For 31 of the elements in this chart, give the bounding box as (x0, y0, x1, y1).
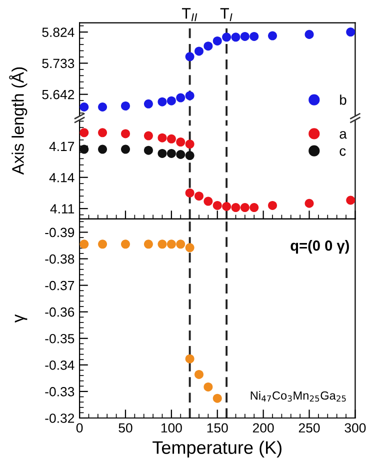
x-tick-label: 100 (161, 423, 182, 433)
annotation: q=(0 0 γ) (290, 240, 349, 254)
x-tick-label: 300 (344, 423, 366, 433)
y-tick-label: 5.642 (42, 90, 74, 100)
y-tick-label: -0.34 (45, 360, 74, 370)
y-tick-label: -0.38 (45, 254, 74, 264)
x-tick-label: 0 (76, 423, 83, 433)
ref-line-label: T$_{I}$ (220, 8, 232, 22)
y-tick-label: -0.35 (45, 334, 74, 344)
y-tick-label: -0.37 (45, 280, 74, 290)
y-tick-label: -0.33 (45, 387, 74, 396)
ref-line-label: T$_{II}$ (182, 8, 198, 22)
legend-label: b (340, 94, 346, 105)
x-axis-title: Temperature (K) (152, 440, 282, 458)
x-tick-label: 200 (252, 423, 274, 433)
y-tick-label: 4.17 (49, 142, 74, 151)
y-axis-title: Axis length (Å) (9, 67, 28, 175)
y-axis-title: γ (14, 314, 28, 323)
legend-label: a (340, 131, 347, 139)
x-tick-label: 150 (207, 423, 228, 433)
y-tick-label: -0.36 (45, 307, 74, 317)
y-tick-label: 4.14 (49, 173, 74, 182)
y-tick-label: -0.39 (45, 228, 74, 238)
y-tick-label: -0.32 (45, 414, 74, 423)
y-tick-label: 5.733 (42, 58, 74, 68)
x-tick-label: 250 (298, 423, 320, 433)
annotation: Ni$_{47}$Co$_{3}$Mn$_{25}$Ga$_{25}$ (250, 391, 346, 402)
y-tick-label: 5.824 (42, 28, 74, 37)
legend-label: c (340, 148, 346, 156)
x-tick-label: 50 (118, 423, 132, 433)
y-tick-label: 4.11 (50, 204, 74, 214)
